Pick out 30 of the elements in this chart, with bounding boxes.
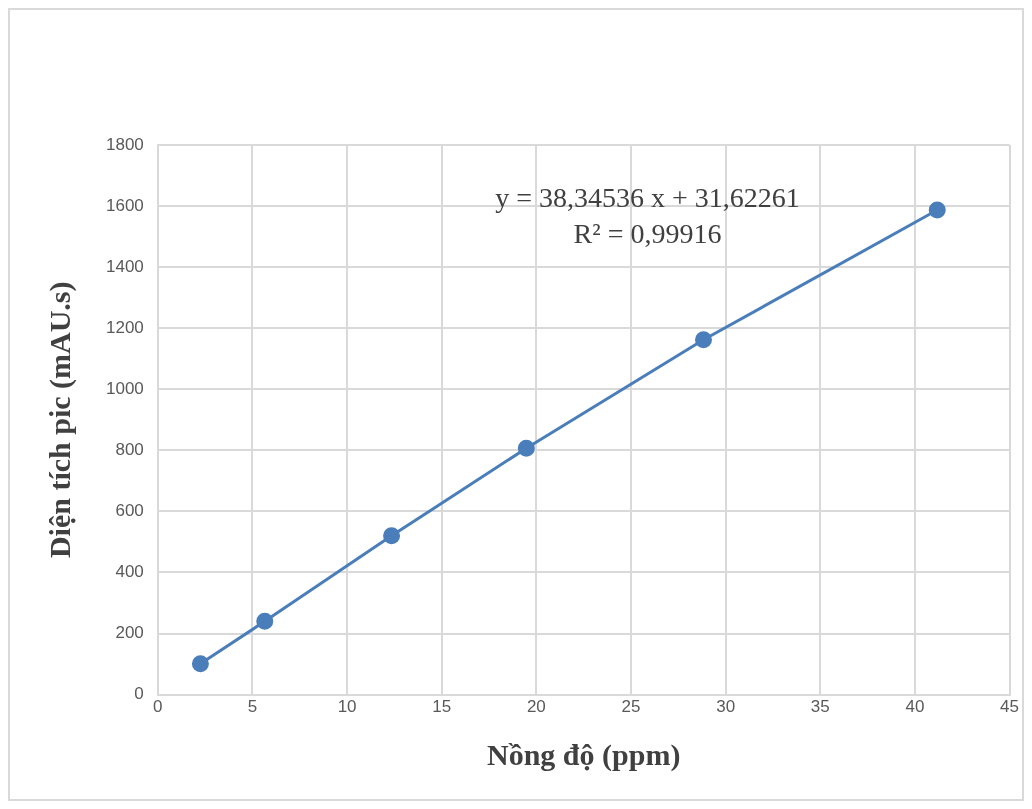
- point: [694, 331, 712, 349]
- point: [256, 612, 274, 630]
- x-tick-label: 10: [337, 697, 357, 717]
- point: [928, 201, 946, 219]
- y-tick-label: 800: [115, 440, 144, 460]
- point: [383, 527, 401, 545]
- y-axis-title: Diện tích pic (mAU.s): [42, 281, 77, 559]
- y-tick-label: 0: [134, 684, 144, 704]
- x-tick-label: 20: [526, 697, 546, 717]
- annotation: y = 38,34536 x + 31,62261: [495, 182, 800, 214]
- x-tick-label: 45: [1000, 697, 1020, 717]
- y-tick-label: 200: [115, 623, 144, 643]
- y-tick-label: 1800: [105, 134, 144, 154]
- y-tick-label: 1400: [105, 256, 144, 276]
- x-tick-label: 5: [247, 697, 258, 717]
- y-tick-label: 400: [115, 562, 144, 582]
- x-tick-label: 25: [621, 697, 641, 717]
- y-tick-label: 1200: [105, 317, 144, 337]
- x-tick-label: 0: [153, 697, 163, 717]
- point: [191, 655, 209, 673]
- x-tick-label: 30: [716, 697, 736, 717]
- point: [517, 439, 535, 457]
- x-axis-title: Nồng độ (ppm): [486, 737, 681, 772]
- annotation: R² = 0,99916: [573, 218, 722, 250]
- y-tick-label: 1000: [105, 378, 144, 398]
- x-tick-label: 35: [810, 697, 830, 717]
- y-tick-label: 600: [115, 501, 144, 521]
- y-tick-label: 1600: [105, 195, 144, 215]
- x-tick-label: 15: [432, 697, 452, 717]
- x-tick-label: 40: [905, 697, 925, 717]
